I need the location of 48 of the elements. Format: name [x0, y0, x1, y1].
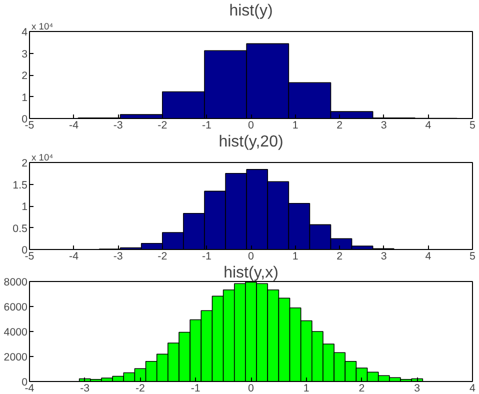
x-tick-label: 4: [425, 250, 432, 262]
x-tick-label: 3: [414, 382, 420, 394]
y-tick-label: 6000: [4, 302, 28, 314]
x-tick-label: -2: [158, 250, 168, 262]
x-tick-label: 5: [470, 250, 476, 262]
x-tick-label: -1: [190, 382, 200, 394]
chart-title: hist(y,x): [224, 264, 278, 282]
y-tick-label: 1.5: [12, 179, 28, 192]
text: x 10⁴: [32, 152, 54, 162]
x-tick-label: 5: [470, 120, 476, 132]
x-tick-label: 3: [380, 120, 387, 132]
y-tick-label: 2: [22, 70, 28, 82]
x-tick-label: 1: [303, 382, 310, 394]
x-tick-label: -4: [24, 382, 34, 394]
x-tick-label: -4: [69, 120, 79, 132]
y-tick-label: 8000: [4, 276, 28, 288]
chart-title: hist(y): [229, 2, 273, 20]
y-tick-label: 2000: [4, 352, 28, 364]
y-tick-label: 4: [22, 26, 28, 38]
x-tick-label: 4: [425, 120, 432, 132]
x-tick-label: 0: [248, 382, 254, 394]
x-tick-label: 2: [336, 120, 343, 132]
text: x 10⁴: [32, 22, 54, 32]
x-tick-label: 1: [292, 250, 298, 262]
x-tick-label: -3: [80, 382, 90, 394]
y-tick-label: 0.5: [12, 222, 28, 235]
chart-title: hist(y,20): [218, 134, 284, 150]
x-tick-label: -1: [202, 120, 212, 132]
x-tick-label: 2: [358, 382, 365, 394]
x-tick-label: 1: [292, 120, 298, 132]
x-tick-label: -4: [69, 250, 79, 262]
x-tick-label: 0: [248, 120, 254, 132]
x-tick-label: 3: [380, 250, 387, 262]
x-tick-label: 4: [470, 382, 476, 394]
x-tick-label: 2: [336, 250, 343, 262]
x-tick-label: -2: [136, 382, 146, 394]
x-tick-label: -3: [113, 250, 123, 262]
y-tick-label: 1: [22, 92, 28, 104]
x-tick-label: -3: [113, 120, 123, 132]
y-tick-label: 4000: [4, 326, 28, 338]
x-tick-label: -5: [24, 120, 34, 132]
y-tick-label: 2: [22, 158, 28, 170]
y-tick-label: 1: [22, 201, 28, 213]
x-tick-label: -5: [24, 250, 34, 262]
x-tick-label: 0: [248, 250, 254, 262]
y-tick-label: 3: [22, 48, 28, 60]
x-tick-label: -1: [202, 250, 212, 262]
x-tick-label: -2: [158, 120, 168, 132]
